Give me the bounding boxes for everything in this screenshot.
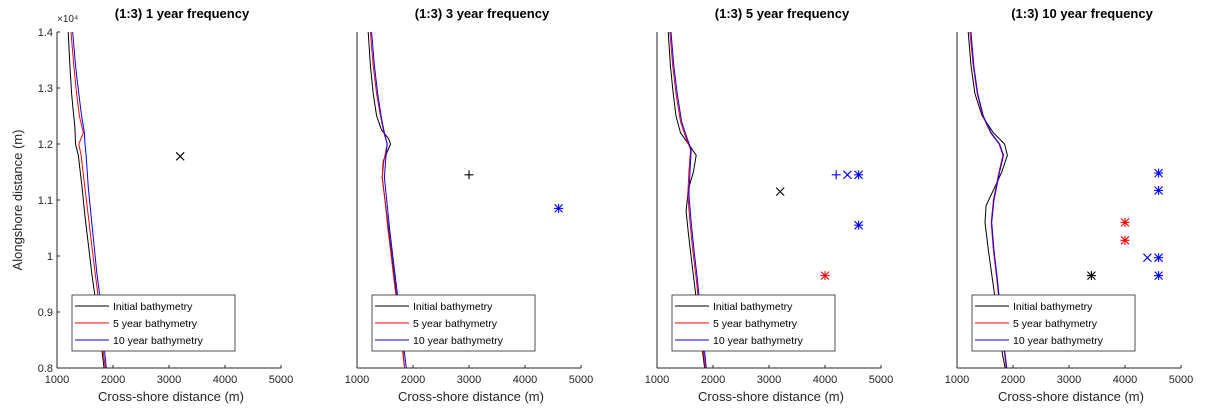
x-tick-label: 1000 (645, 374, 669, 386)
x-tick-label: 3000 (157, 374, 181, 386)
subplot-2: 1000 2000 3000 4000 5000 (1:3) 3 year frequen… (345, 6, 593, 404)
legend: Initial bathymetry 5 year bathymetry 10 ye… (71, 294, 236, 352)
y-tick-label: 1.2 (38, 139, 53, 151)
chart-title: (1:3) 1 year frequency (115, 6, 250, 21)
legend: Initial bathymetry 5 year bathymetry 10 ye… (671, 294, 836, 352)
chart-title: (1:3) 3 year frequency (415, 6, 550, 21)
x-tick-label: 5000 (269, 374, 293, 386)
subplot-1: 1000 2000 3000 4000 5000 0.8 0.9 1 1.1 1.2 1.3 1.4 ×… (10, 6, 293, 404)
x-tick-label: 4000 (513, 374, 537, 386)
chart-title: (1:3) 10 year frequency (1011, 6, 1153, 21)
chart-title: (1:3) 5 year frequency (715, 6, 850, 21)
x-tick-label: 2000 (401, 374, 425, 386)
data-marker-1 (175, 151, 185, 161)
legend-entry: 5 year bathymetry (113, 318, 198, 330)
data-marker-5 (854, 220, 864, 230)
data-marker-5 (1143, 253, 1152, 263)
y-tick-label: 0.8 (38, 363, 53, 375)
legend-entry: 10 year bathymetry (413, 335, 504, 347)
x-tick-label: 4000 (213, 374, 237, 386)
legend: Initial bathymetry 5 year bathymetry 10 ye… (971, 294, 1136, 352)
x-tick-label: 3000 (457, 374, 481, 386)
x-tick-label: 5000 (569, 374, 593, 386)
y-axis-label: Alongshore distance (m) (10, 130, 25, 271)
data-marker-7 (1154, 271, 1164, 281)
y-tick-label: 1.1 (38, 195, 53, 207)
data-marker-3 (843, 170, 852, 180)
x-tick-label: 4000 (813, 374, 837, 386)
x-axis-label: Cross-shore distance (m) (398, 389, 544, 404)
y-tick-label: 1.4 (38, 27, 53, 39)
legend-entry: 10 year bathymetry (1013, 335, 1104, 347)
y-tick-label: 0.9 (38, 307, 53, 319)
x-tick-label: 2000 (101, 374, 125, 386)
x-tick-label: 1000 (945, 374, 969, 386)
legend: Initial bathymetry 5 year bathymetry 10 ye… (371, 294, 536, 352)
data-marker-6 (1154, 253, 1164, 263)
y-exponent-label: ×10⁴ (57, 14, 78, 25)
x-tick-label: 4000 (1113, 374, 1137, 386)
x-tick-label: 1000 (45, 374, 69, 386)
x-tick-label: 2000 (701, 374, 725, 386)
legend-entry: 10 year bathymetry (113, 335, 204, 347)
legend-entry: Initial bathymetry (713, 301, 793, 313)
data-marker-3 (1120, 217, 1130, 227)
y-tick-label: 1.3 (38, 83, 53, 95)
data-marker-2 (1154, 185, 1164, 195)
legend-entry: 5 year bathymetry (713, 318, 798, 330)
legend-entry: Initial bathymetry (1013, 301, 1093, 313)
x-axis-label: Cross-shore distance (m) (698, 389, 844, 404)
data-marker-2 (831, 170, 841, 180)
data-marker-1 (1154, 168, 1164, 178)
legend-entry: Initial bathymetry (413, 301, 493, 313)
legend-entry: 5 year bathymetry (1013, 318, 1098, 330)
x-tick-label: 1000 (345, 374, 369, 386)
x-tick-label: 3000 (1057, 374, 1081, 386)
data-marker-4 (854, 170, 864, 180)
y-tick-label: 1 (47, 251, 53, 263)
x-axis-label: Cross-shore distance (m) (98, 389, 244, 404)
data-marker-4 (1120, 235, 1130, 245)
data-marker-1 (464, 170, 474, 180)
x-tick-label: 5000 (869, 374, 893, 386)
data-marker-6 (820, 271, 830, 281)
data-marker-8 (1086, 271, 1096, 281)
legend-entry: 5 year bathymetry (413, 318, 498, 330)
subplot-3: 1000 2000 3000 4000 5000 (1:3) 5 year frequen… (645, 6, 893, 404)
x-tick-label: 3000 (757, 374, 781, 386)
data-marker-2 (554, 203, 564, 213)
legend-entry: 10 year bathymetry (713, 335, 804, 347)
x-tick-label: 2000 (1001, 374, 1025, 386)
legend-entry: Initial bathymetry (113, 301, 193, 313)
x-axis-label: Cross-shore distance (m) (998, 389, 1144, 404)
subplot-4: 1000 2000 3000 4000 5000 (1:3) 10 year freque… (945, 6, 1193, 404)
x-tick-label: 5000 (1169, 374, 1193, 386)
data-marker-1 (775, 187, 785, 196)
